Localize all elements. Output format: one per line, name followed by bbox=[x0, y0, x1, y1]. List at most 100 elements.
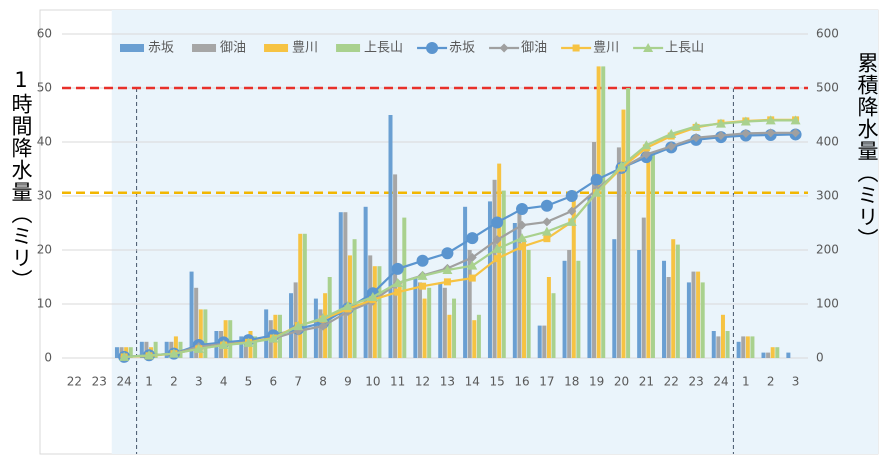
y2-tick-label: 300 bbox=[816, 189, 839, 203]
line-marker bbox=[641, 140, 652, 150]
bar bbox=[228, 320, 233, 358]
line-marker bbox=[144, 350, 155, 360]
line-marker bbox=[441, 247, 454, 260]
bar bbox=[463, 206, 468, 358]
bar bbox=[189, 271, 194, 358]
line-marker bbox=[492, 235, 502, 245]
line-marker bbox=[590, 173, 603, 186]
line-marker bbox=[543, 235, 551, 243]
bar bbox=[368, 255, 373, 358]
bar bbox=[576, 260, 581, 358]
bar bbox=[711, 331, 716, 358]
x-tick-label: 12 bbox=[415, 375, 430, 389]
line-marker bbox=[766, 128, 776, 138]
bar bbox=[567, 250, 572, 358]
bar bbox=[413, 277, 418, 358]
bar bbox=[736, 341, 741, 358]
line-marker bbox=[616, 160, 627, 170]
y2-tick-label: 400 bbox=[816, 135, 839, 149]
x-tick-label: 19 bbox=[589, 375, 604, 389]
line-marker bbox=[419, 282, 427, 290]
line-marker bbox=[443, 278, 451, 286]
bar bbox=[173, 336, 178, 358]
bar bbox=[417, 282, 422, 358]
bar bbox=[487, 201, 492, 358]
bar bbox=[338, 212, 343, 358]
bar bbox=[438, 282, 443, 358]
line-marker bbox=[426, 42, 439, 54]
bar bbox=[128, 347, 133, 358]
legend-label: 上長山 bbox=[364, 41, 403, 56]
cumulative-line bbox=[124, 119, 796, 359]
bar bbox=[363, 206, 368, 358]
line-marker bbox=[391, 262, 404, 275]
legend-swatch bbox=[264, 44, 289, 52]
line-marker bbox=[643, 43, 654, 52]
line-marker bbox=[791, 128, 801, 138]
line-marker bbox=[641, 149, 651, 159]
line-marker bbox=[540, 199, 553, 212]
x-tick-label: 13 bbox=[440, 375, 455, 389]
bar bbox=[492, 179, 497, 358]
x-tick-label: 22 bbox=[67, 375, 82, 389]
x-tick-label: 8 bbox=[319, 375, 327, 389]
x-tick-label: 3 bbox=[195, 375, 203, 389]
bar bbox=[253, 336, 258, 358]
line-marker bbox=[716, 131, 726, 141]
bar bbox=[239, 336, 244, 358]
legend-label: 豊川 bbox=[292, 41, 318, 56]
bar bbox=[691, 271, 696, 358]
line-marker bbox=[741, 128, 751, 138]
line-marker bbox=[567, 206, 577, 216]
bar bbox=[427, 287, 432, 358]
bar bbox=[302, 233, 307, 358]
line-marker bbox=[416, 254, 429, 267]
bar bbox=[537, 325, 542, 358]
y2-tick-label: 200 bbox=[816, 243, 839, 257]
bar bbox=[422, 298, 427, 358]
bar bbox=[592, 142, 597, 358]
bar bbox=[551, 293, 556, 358]
line-marker bbox=[293, 321, 304, 331]
y-tick-label: 10 bbox=[37, 297, 52, 311]
bar bbox=[114, 347, 119, 358]
legend-label: 赤坂 bbox=[148, 41, 174, 56]
bar bbox=[596, 66, 601, 359]
bar bbox=[671, 239, 676, 358]
bar bbox=[761, 352, 766, 358]
line-marker bbox=[467, 260, 478, 270]
bar bbox=[397, 282, 402, 358]
bar bbox=[318, 309, 323, 358]
bar bbox=[476, 314, 481, 358]
y2-tick-label: 500 bbox=[816, 81, 839, 95]
bar bbox=[164, 341, 169, 358]
bar bbox=[442, 287, 447, 358]
x-tick-label: 21 bbox=[639, 375, 654, 389]
line-marker bbox=[492, 243, 503, 253]
bar bbox=[517, 212, 522, 358]
legend-label: 豊川 bbox=[593, 41, 619, 56]
line-marker bbox=[765, 115, 776, 125]
line-marker bbox=[542, 217, 552, 227]
line-marker bbox=[691, 121, 702, 131]
bar bbox=[293, 282, 298, 358]
bar bbox=[372, 266, 377, 358]
x-tick-label: 4 bbox=[220, 375, 228, 389]
line-marker bbox=[218, 340, 229, 350]
x-tick-label: 5 bbox=[245, 375, 253, 389]
bar bbox=[786, 352, 791, 358]
y2-tick-label: 100 bbox=[816, 297, 839, 311]
bar bbox=[675, 244, 680, 358]
x-tick-label: 1 bbox=[145, 375, 153, 389]
line-marker bbox=[342, 301, 353, 311]
x-tick-label: 24 bbox=[713, 375, 728, 389]
bar bbox=[298, 233, 303, 358]
bar bbox=[621, 109, 626, 358]
y-tick-label: 30 bbox=[37, 189, 52, 203]
x-tick-label: 15 bbox=[490, 375, 505, 389]
x-tick-label: 3 bbox=[792, 375, 800, 389]
x-tick-label: 23 bbox=[92, 375, 107, 389]
cumulative-line bbox=[124, 133, 796, 359]
x-tick-label: 6 bbox=[270, 375, 278, 389]
bar bbox=[472, 320, 477, 358]
